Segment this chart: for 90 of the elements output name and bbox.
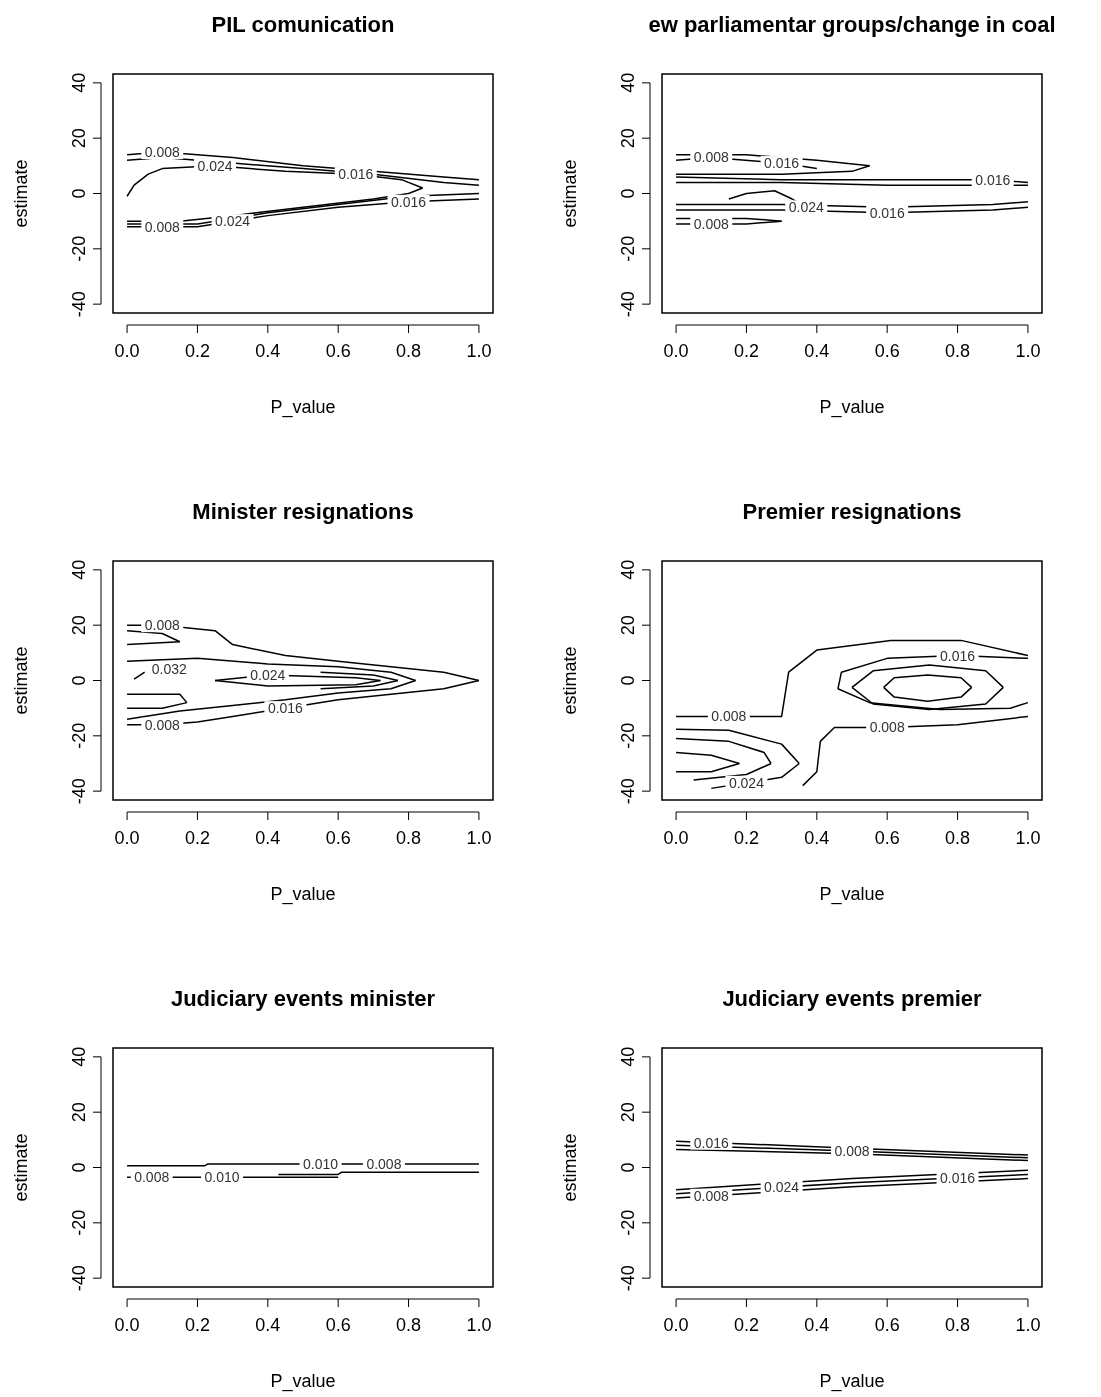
x-tick-label: 0.2	[733, 341, 759, 361]
y-tick-label: 0	[69, 675, 89, 686]
x-tick-label: 0.4	[255, 828, 281, 848]
y-tick-label: -20	[69, 235, 89, 262]
y-tick-label: 40	[69, 559, 89, 580]
y-tick-label: 40	[618, 1046, 638, 1067]
y-tick-label: -20	[69, 722, 89, 749]
y-tick-label: 40	[618, 72, 638, 93]
x-tick-label: 0.4	[804, 828, 830, 848]
annotation: 0.016	[940, 1169, 976, 1186]
x-tick-label: 0.4	[255, 341, 281, 361]
y-tick-label: 20	[69, 615, 89, 636]
y-tick-label: -20	[618, 722, 638, 749]
chart-title: PIL comunication	[211, 12, 395, 37]
x-axis-title: P_value	[819, 884, 885, 905]
y-axis-title: estimate	[560, 159, 580, 228]
y-tick-label: -40	[618, 291, 638, 318]
chart-title: Premier resignations	[742, 499, 962, 524]
x-tick-label: 0.4	[804, 341, 830, 361]
x-tick-label: 0.0	[663, 828, 689, 848]
y-tick-label: 20	[69, 128, 89, 149]
y-tick-label: 0	[618, 675, 638, 686]
x-tick-label: 0.0	[114, 341, 140, 361]
y-tick-label: 40	[69, 1046, 89, 1067]
y-tick-label: -40	[69, 1265, 89, 1292]
y-axis-title: estimate	[560, 1133, 580, 1202]
y-tick-label: 0	[69, 188, 89, 199]
x-tick-label: 1.0	[466, 341, 492, 361]
y-tick-label: -20	[618, 1209, 638, 1236]
x-tick-label: 0.4	[804, 1315, 830, 1335]
y-axis-title: estimate	[11, 1133, 31, 1202]
y-tick-label: 20	[618, 128, 638, 149]
x-tick-label: 0.8	[396, 1315, 422, 1335]
x-tick-label: 0.8	[945, 1315, 971, 1335]
chart-title: Minister resignations	[192, 499, 414, 524]
y-tick-label: -40	[618, 778, 638, 805]
x-tick-label: 1.0	[1015, 1315, 1041, 1335]
x-tick-label: 0.0	[663, 1315, 689, 1335]
y-tick-label: -40	[69, 778, 89, 805]
x-tick-label: 0.4	[255, 1315, 281, 1335]
x-tick-label: 1.0	[466, 828, 492, 848]
y-tick-label: 20	[618, 1102, 638, 1123]
x-tick-label: 0.8	[396, 828, 422, 848]
x-tick-label: 0.6	[325, 828, 351, 848]
x-tick-label: 0.6	[874, 341, 900, 361]
chart-title: Judiciary events premier	[722, 986, 983, 1011]
y-axis-title: estimate	[560, 646, 580, 715]
x-tick-label: 0.2	[184, 828, 210, 848]
x-tick-label: 1.0	[1015, 828, 1041, 848]
y-tick-label: -40	[69, 291, 89, 318]
y-axis-title: estimate	[11, 159, 31, 228]
x-tick-label: 0.6	[325, 341, 351, 361]
x-tick-label: 0.2	[184, 341, 210, 361]
chart-title: ew parliamentar groups/change in coal	[648, 12, 1056, 37]
annotation: 0.016	[693, 1134, 729, 1151]
x-tick-label: 0.0	[114, 1315, 140, 1335]
x-tick-label: 0.2	[184, 1315, 210, 1335]
chart-title: Judiciary events minister	[170, 986, 436, 1011]
x-tick-label: 0.0	[663, 341, 689, 361]
annotation: 0.032	[151, 661, 188, 678]
x-tick-label: 0.8	[945, 341, 971, 361]
x-tick-label: 0.6	[325, 1315, 351, 1335]
x-tick-label: 1.0	[1015, 341, 1041, 361]
y-tick-label: 20	[618, 615, 638, 636]
x-axis-title: P_value	[819, 1371, 885, 1392]
y-tick-label: 40	[69, 72, 89, 93]
y-tick-label: -20	[69, 1209, 89, 1236]
annotation: 0.008	[693, 1187, 729, 1204]
x-tick-label: 0.2	[733, 828, 759, 848]
x-axis-title: P_value	[270, 397, 336, 418]
y-tick-label: 40	[618, 559, 638, 580]
x-tick-label: 1.0	[466, 1315, 492, 1335]
x-tick-label: 0.6	[874, 1315, 900, 1335]
y-tick-label: 0	[69, 1162, 89, 1173]
x-tick-label: 0.0	[114, 828, 140, 848]
y-tick-label: 0	[618, 188, 638, 199]
x-tick-label: 0.6	[874, 828, 900, 848]
y-tick-label: 0	[618, 1162, 638, 1173]
annotation: 0.024	[764, 1179, 800, 1196]
x-tick-label: 0.8	[396, 341, 422, 361]
x-axis-title: P_value	[270, 884, 336, 905]
y-tick-label: 20	[69, 1102, 89, 1123]
y-tick-label: -20	[618, 235, 638, 262]
x-tick-label: 0.2	[733, 1315, 759, 1335]
y-tick-label: -40	[618, 1265, 638, 1292]
annotation: 0.024	[728, 774, 765, 791]
x-axis-title: P_value	[270, 1371, 336, 1392]
y-axis-title: estimate	[11, 646, 31, 715]
x-tick-label: 0.8	[945, 828, 971, 848]
x-axis-title: P_value	[819, 397, 885, 418]
